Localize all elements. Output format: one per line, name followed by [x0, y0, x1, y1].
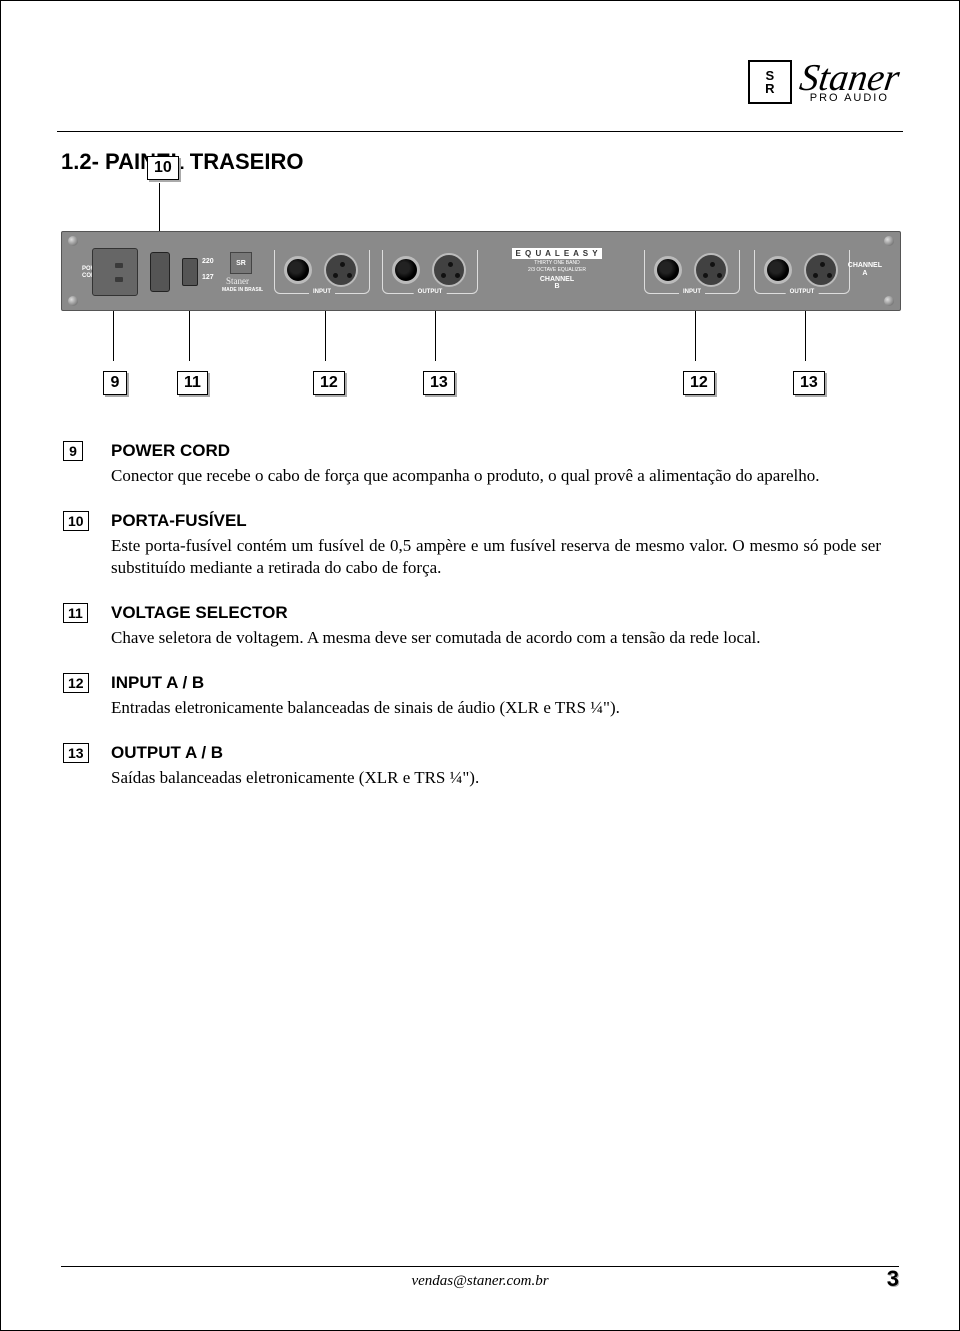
leader-line [695, 311, 696, 361]
item-title: OUTPUT A / B [111, 743, 881, 763]
brand-name: Staner [797, 59, 902, 97]
item-title: PORTA-FUSÍVEL [111, 511, 881, 531]
callout-11: 11 [177, 371, 208, 395]
item-title: POWER CORD [111, 441, 881, 461]
leader-line [435, 311, 436, 361]
item-body: Conector que recebe o cabo de força que … [111, 465, 881, 487]
page-number: 3 [887, 1266, 899, 1292]
panel-brand-logo-icon: SR [230, 252, 252, 274]
panel-brand-script: Staner [226, 276, 249, 286]
item-number: 13 [63, 743, 89, 763]
group-label-input: INPUT [679, 289, 705, 295]
brand-logo-icon: S R [748, 60, 792, 104]
group-label-output: OUTPUT [786, 289, 819, 295]
list-item: 13 OUTPUT A / B Saídas balanceadas eletr… [111, 743, 881, 789]
leader-line [189, 311, 190, 361]
model-sub2: 2/3 OCTAVE EQUALIZER [528, 267, 586, 273]
callout-12b: 12 [683, 371, 715, 395]
group-label-output: OUTPUT [414, 289, 447, 295]
made-in-label: MADE IN BRASIL [222, 288, 263, 294]
callout-9: 9 [103, 371, 127, 395]
document-page: S R Staner PRO AUDIO 1.2- PAINEL TRASEIR… [0, 0, 960, 1331]
model-name: E Q U A L E A S Y [512, 248, 601, 259]
xlr-jack-icon [804, 253, 838, 287]
logo-letter-top: S [765, 69, 774, 82]
group-label-input: INPUT [309, 289, 335, 295]
item-body: Este porta-fusível contém um fusível de … [111, 535, 881, 579]
header-rule [57, 131, 903, 132]
rear-panel: POWER CORDPOWERCORD 220 127 SR Staner MA… [61, 231, 901, 311]
item-title: INPUT A / B [111, 673, 881, 693]
brand-text: Staner PRO AUDIO [800, 59, 899, 104]
xlr-jack-icon [694, 253, 728, 287]
volt-220-label: 220 [202, 258, 214, 266]
brand-header: S R Staner PRO AUDIO [748, 59, 899, 104]
model-sub1: THIRTY ONE BAND [534, 260, 579, 266]
callout-13: 13 [423, 371, 455, 395]
channel-a-label: CHANNELA [848, 262, 882, 277]
list-item: 12 INPUT A / B Entradas eletronicamente … [111, 673, 881, 719]
description-list: 9 POWER CORD Conector que recebe o cabo … [111, 441, 881, 814]
screw-icon [68, 236, 78, 246]
list-item: 10 PORTA-FUSÍVEL Este porta-fusível cont… [111, 511, 881, 579]
screw-icon [884, 296, 894, 306]
power-cord-connector [92, 248, 138, 296]
trs-jack-icon [392, 256, 420, 284]
screw-icon [68, 296, 78, 306]
leader-line [805, 311, 806, 361]
trs-jack-icon [654, 256, 682, 284]
rear-panel-diagram: 10 POWER CORDPOWERCORD 220 127 SR Staner… [61, 231, 901, 311]
item-number: 9 [63, 441, 83, 461]
item-title: VOLTAGE SELECTOR [111, 603, 881, 623]
callout-10-box: 10 [147, 156, 179, 180]
item-number: 11 [63, 603, 88, 623]
leader-line [113, 311, 114, 361]
list-item: 11 VOLTAGE SELECTOR Chave seletora de vo… [111, 603, 881, 649]
item-body: Entradas eletronicamente balanceadas de … [111, 697, 881, 719]
list-item: 9 POWER CORD Conector que recebe o cabo … [111, 441, 881, 487]
trs-jack-icon [764, 256, 792, 284]
channel-b-label: CHANNELB [540, 276, 574, 290]
volt-127-label: 127 [202, 274, 214, 282]
logo-letter-bot: R [765, 82, 774, 95]
item-body: Saídas balanceadas eletronicamente (XLR … [111, 767, 881, 789]
item-number: 10 [63, 511, 89, 531]
voltage-selector [182, 258, 198, 286]
leader-line [325, 311, 326, 361]
prong-icon [115, 277, 123, 282]
item-number: 12 [63, 673, 89, 693]
screw-icon [884, 236, 894, 246]
callout-number: 10 [147, 156, 179, 180]
footer-email: vendas@staner.com.br [61, 1266, 899, 1290]
page-title: 1.2- PAINEL TRASEIRO [61, 149, 303, 175]
xlr-jack-icon [432, 253, 466, 287]
callout-12: 12 [313, 371, 345, 395]
trs-jack-icon [284, 256, 312, 284]
prong-icon [115, 263, 123, 268]
callout-13b: 13 [793, 371, 825, 395]
item-body: Chave seletora de voltagem. A mesma deve… [111, 627, 881, 649]
fuse-holder [150, 252, 170, 292]
xlr-jack-icon [324, 253, 358, 287]
model-label-block: E Q U A L E A S Y THIRTY ONE BAND 2/3 OC… [492, 248, 622, 290]
